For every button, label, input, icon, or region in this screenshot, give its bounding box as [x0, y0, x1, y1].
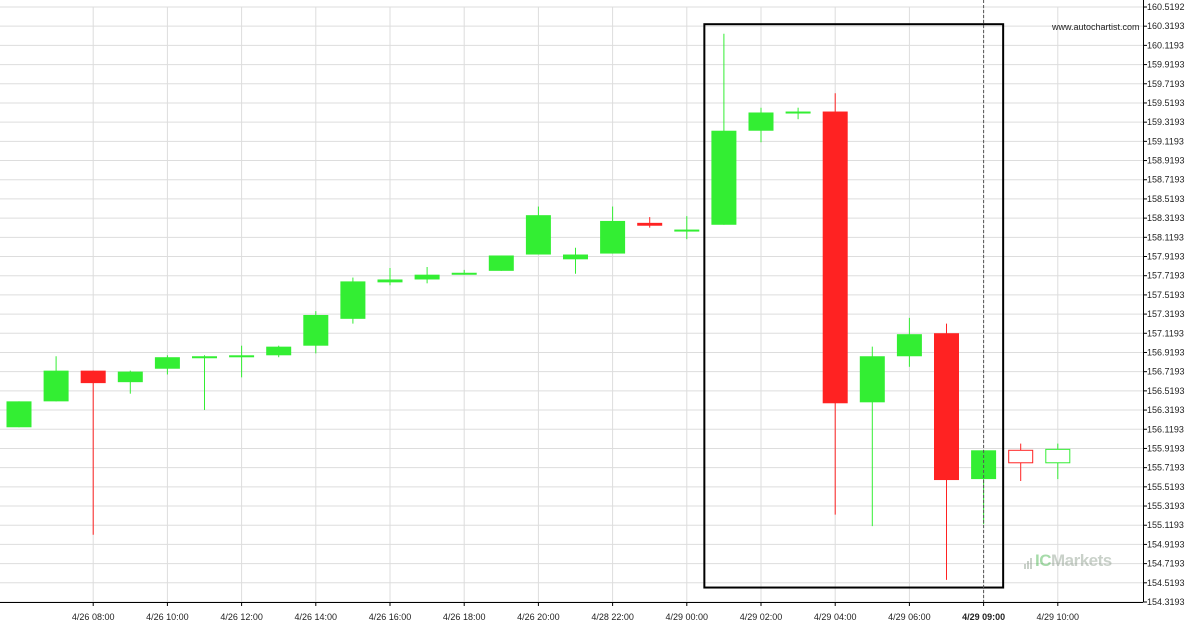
candle-body — [488, 255, 514, 271]
candle-body — [674, 229, 700, 232]
x-tick-label: 4/26 18:00 — [443, 612, 486, 622]
x-tick-label: 4/29 06:00 — [888, 612, 931, 622]
y-tick-label: 157.1193 — [1147, 328, 1184, 338]
candle-body — [340, 281, 366, 319]
candle-body — [451, 272, 477, 275]
candle-body — [822, 111, 848, 404]
candle-body — [6, 401, 32, 428]
y-tick-label: 155.9193 — [1147, 443, 1185, 453]
y-tick-label: 159.5193 — [1147, 98, 1185, 108]
y-tick-label: 159.3193 — [1147, 117, 1185, 127]
x-tick-label: 4/29 02:00 — [740, 612, 783, 622]
candle-body — [785, 111, 811, 114]
y-tick-label: 158.5193 — [1147, 194, 1185, 204]
y-tick-label: 157.5193 — [1147, 290, 1185, 300]
candle-body — [117, 371, 143, 383]
y-tick-label: 158.7193 — [1147, 175, 1185, 185]
candle-body — [80, 370, 106, 384]
x-tick-label: 4/26 08:00 — [72, 612, 115, 622]
bars-icon — [1024, 557, 1032, 569]
brand-text: ICMarkets — [1035, 551, 1112, 570]
candle-body — [303, 314, 329, 346]
x-tick-label: 4/26 10:00 — [146, 612, 189, 622]
y-tick-label: 157.3193 — [1147, 309, 1185, 319]
candle-body — [563, 254, 588, 260]
candle-body — [971, 450, 997, 480]
y-tick-label: 156.3193 — [1147, 405, 1185, 415]
y-tick-label: 156.1193 — [1147, 424, 1184, 434]
y-tick-label: 158.9193 — [1147, 156, 1185, 166]
y-tick-label: 155.3193 — [1147, 501, 1185, 511]
y-tick-label: 154.5193 — [1147, 578, 1185, 588]
y-tick-label: 156.9193 — [1147, 347, 1185, 357]
candle-body — [414, 274, 440, 280]
candle-body — [1008, 449, 1034, 464]
y-tick-label: 160.1193 — [1147, 40, 1184, 50]
candle-body — [525, 215, 551, 255]
candle-body — [711, 130, 737, 225]
candle-body — [154, 357, 180, 369]
brand-suffix: Markets — [1051, 551, 1112, 570]
x-tick-label: 4/26 12:00 — [220, 612, 263, 622]
y-tick-label: 154.3193 — [1147, 597, 1185, 607]
candle-body — [637, 222, 663, 226]
candle-body — [896, 334, 922, 357]
candle-body — [934, 333, 959, 481]
candle-body — [600, 220, 626, 254]
y-tick-label: 159.7193 — [1147, 79, 1185, 89]
y-tick-label: 155.7193 — [1147, 463, 1185, 473]
y-tick-label: 156.5193 — [1147, 386, 1185, 396]
candle-body — [266, 346, 292, 356]
brand-prefix: IC — [1035, 551, 1052, 570]
candle-body — [748, 112, 774, 131]
candle-body — [229, 355, 255, 358]
x-tick-label: 4/26 16:00 — [369, 612, 412, 622]
x-tick-label: 4/28 22:00 — [591, 612, 634, 622]
y-tick-label: 157.9193 — [1147, 252, 1185, 262]
y-tick-label: 155.1193 — [1147, 520, 1184, 530]
x-tick-label: 4/26 20:00 — [517, 612, 560, 622]
y-tick-label: 154.7193 — [1147, 559, 1185, 569]
icmarkets-logo: ICMarkets — [1024, 551, 1112, 570]
candle-body — [192, 356, 217, 359]
y-tick-label: 159.1193 — [1147, 136, 1184, 146]
x-tick-label: 4/29 09:00 — [962, 612, 1005, 622]
y-tick-label: 157.7193 — [1147, 271, 1185, 281]
y-tick-label: 158.1193 — [1147, 232, 1184, 242]
candle-body — [43, 370, 69, 402]
autochartist-watermark: www.autochartist.com — [1052, 22, 1140, 32]
x-tick-label: 4/26 14:00 — [295, 612, 338, 622]
y-tick-label: 155.5193 — [1147, 482, 1185, 492]
candle-body — [377, 279, 403, 283]
y-tick-label: 160.3193 — [1147, 21, 1185, 31]
y-tick-label: 160.5192 — [1147, 2, 1185, 12]
pattern-highlight-box — [703, 23, 1005, 589]
x-tick-label: 4/29 00:00 — [666, 612, 709, 622]
y-tick-label: 156.7193 — [1147, 367, 1185, 377]
y-tick-label: 158.3193 — [1147, 213, 1185, 223]
x-tick-label: 4/29 04:00 — [814, 612, 857, 622]
y-tick-label: 159.9193 — [1147, 60, 1185, 70]
candle-body — [859, 356, 885, 403]
y-tick-label: 154.9193 — [1147, 539, 1185, 549]
candle-body — [1045, 448, 1071, 464]
x-tick-label: 4/29 10:00 — [1037, 612, 1080, 622]
